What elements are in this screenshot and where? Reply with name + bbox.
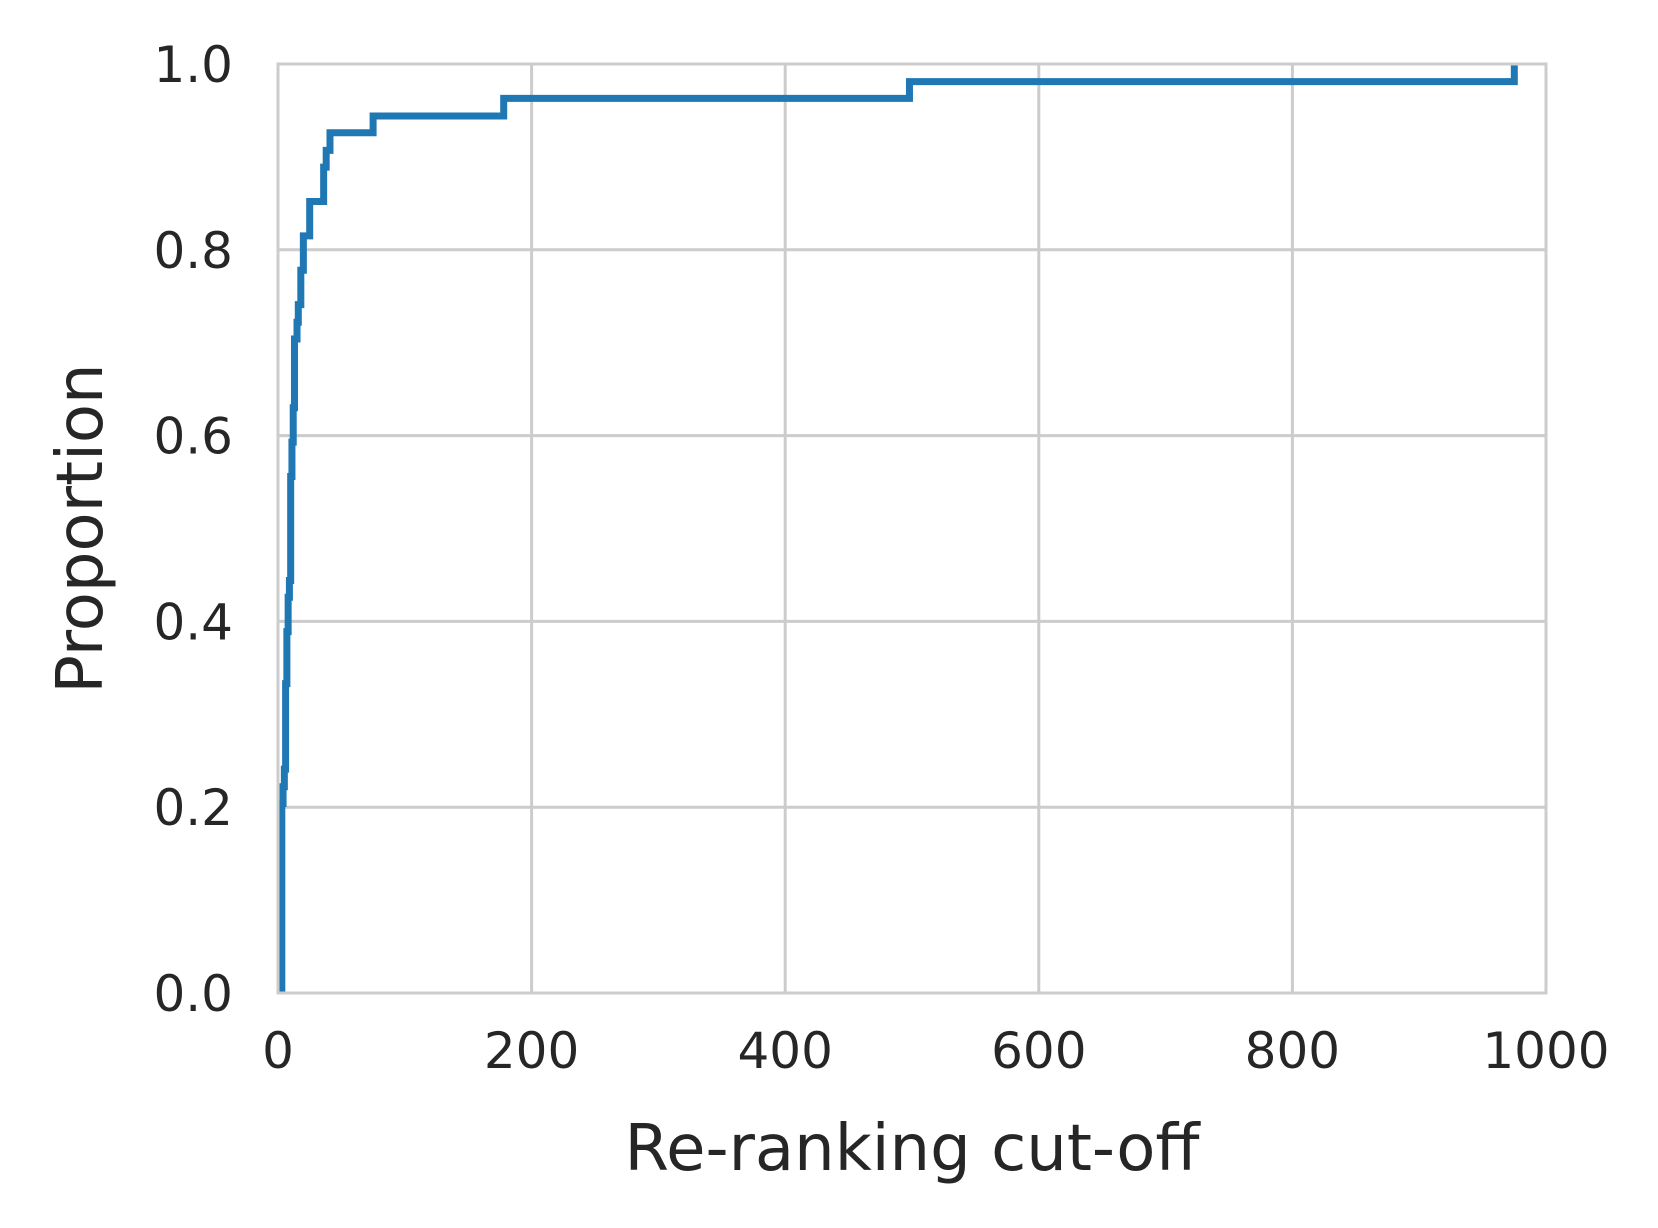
- grid-lines: [276, 62, 1548, 995]
- y-axis-title: Proportion: [44, 363, 118, 693]
- y-tick-label: 1.0: [153, 36, 233, 94]
- y-tick-label: 0.2: [153, 779, 233, 837]
- ecdf-series-line: [278, 64, 1518, 993]
- y-tick-label: 0.0: [153, 965, 233, 1023]
- x-tick-label: 200: [484, 1022, 579, 1080]
- y-tick-label: 0.6: [153, 408, 233, 466]
- y-tick-labels: 0.0 0.2 0.4 0.6 0.8 1.0: [153, 36, 233, 1023]
- series-layer: [278, 64, 1518, 993]
- x-tick-label: 1000: [1482, 1022, 1609, 1080]
- x-tick-label: 600: [991, 1022, 1086, 1080]
- y-tick-label: 0.4: [153, 593, 233, 651]
- y-tick-label: 0.8: [153, 222, 233, 280]
- x-tick-label: 0: [262, 1022, 294, 1080]
- x-tick-label: 400: [737, 1022, 832, 1080]
- plot-frame: [276, 62, 1548, 995]
- x-tick-label: 800: [1245, 1022, 1340, 1080]
- x-tick-labels: 0 200 400 600 800 1000: [262, 1022, 1610, 1080]
- x-axis-title: Re-ranking cut-off: [625, 1112, 1202, 1186]
